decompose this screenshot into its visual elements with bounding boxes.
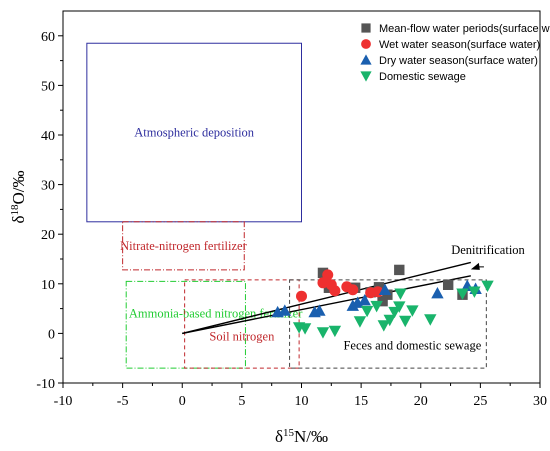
wet-water-season-surface-water-point-2	[317, 277, 329, 289]
region-feces-and-domestic-sewage	[289, 279, 487, 369]
dry-water-season-surface-water-point-7	[358, 293, 371, 306]
trend-line-1	[182, 261, 472, 335]
legend-label-mean-flow-water-periods-surface-water: Mean-flow water periods(surface water)	[379, 23, 550, 35]
denitrification-annotation: Denitrification	[451, 243, 526, 270]
x-tick-label: 20	[414, 394, 428, 409]
x-tick-label: -5	[117, 394, 129, 409]
mean-flow-water-periods-surface-water-point-9	[442, 279, 454, 290]
domestic-sewage-point-4	[328, 325, 342, 338]
arrow-head-icon	[470, 262, 480, 270]
legend-marker-wet-water-season-surface-water	[361, 39, 371, 49]
domestic-sewage-point-3	[316, 327, 330, 339]
dry-water-season-surface-water-point-2	[278, 304, 292, 316]
x-tick-label: 5	[238, 394, 245, 409]
y-axis-label: δ18O/‰	[9, 170, 28, 223]
legend-marker-mean-flow-water-periods-surface-water	[361, 23, 371, 33]
domestic-sewage-point-18	[481, 280, 494, 292]
domestic-sewage-point-14	[406, 305, 419, 317]
domestic-sewage-point-6	[360, 305, 374, 318]
x-tick-label: 25	[473, 394, 487, 409]
legend-marker-dry-water-season-surface-water	[360, 54, 372, 65]
y-tick-label: 60	[41, 30, 55, 45]
wet-water-season-surface-water-point-1	[296, 290, 307, 302]
region-label-soil-nitrogen: Soil nitrogen	[209, 329, 275, 343]
dry-water-season-surface-water-point-5	[346, 299, 359, 311]
domestic-sewage-point-5	[353, 316, 367, 328]
y-tick-label: -10	[36, 377, 55, 392]
domestic-sewage-point-8	[377, 320, 390, 332]
region-soil-nitrogen	[184, 279, 300, 369]
domestic-sewage-point-11	[393, 301, 406, 313]
wet-water-season-surface-water-point-5	[329, 285, 341, 297]
trend-lines	[182, 261, 472, 335]
domestic-sewage-point-16	[456, 288, 469, 300]
trend-line-2	[182, 275, 471, 335]
wet-water-season-surface-water-point-3	[322, 269, 334, 281]
dry-water-season-surface-water-point-8	[378, 283, 392, 295]
x-tick-label: 15	[354, 394, 368, 409]
domestic-sewage-point-15	[424, 314, 437, 326]
x-axis-label: δ15N/‰	[275, 427, 328, 446]
region-label-atmospheric-deposition: Atmospheric deposition	[134, 126, 255, 140]
data-points	[271, 264, 494, 339]
x-tick-label: 0	[179, 394, 186, 409]
domestic-sewage-point-2	[298, 323, 312, 335]
x-tick-label: -10	[54, 394, 73, 409]
x-axis-ticks: -10 -5 0 5 10 15 20 25 30	[54, 383, 547, 409]
region-nitrate-nitrogen-fertilizer	[122, 221, 245, 271]
domestic-sewage-point-17	[468, 286, 481, 298]
x-tick-label: 10	[295, 394, 309, 409]
source-regions: Atmospheric deposition Nitrate-nitrogen f…	[86, 42, 487, 369]
domestic-sewage-point-12	[394, 288, 407, 300]
mean-flow-water-periods-surface-water-point-8	[394, 264, 405, 276]
denitrification-label: Denitrification	[451, 243, 525, 257]
legend-marker-domestic-sewage	[360, 71, 372, 82]
region-label-nitrate-nitrogen-fertilizer: Nitrate-nitrogen fertilizer	[120, 239, 248, 253]
y-tick-label: 30	[41, 179, 55, 194]
domestic-sewage-point-9	[383, 314, 396, 327]
legend-label-domestic-sewage: Domestic sewage	[379, 71, 466, 83]
dry-water-season-surface-water-point-4	[313, 304, 326, 316]
x-tick-label: 30	[533, 394, 547, 409]
y-tick-label: 10	[41, 278, 55, 293]
y-tick-label: 40	[41, 129, 55, 144]
legend-label-dry-water-season-surface-water: Dry water season(surface water)	[379, 55, 538, 67]
y-tick-label: 20	[41, 228, 55, 243]
dry-water-season-surface-water-point-9	[431, 287, 444, 299]
region-label-ammonia-based-nitrogen-fertilizer: Ammonia-based nitrogen fertilizer	[129, 307, 303, 321]
region-label-feces-and-domestic-sewage: Feces and domestic sewage	[343, 338, 481, 352]
legend: Mean-flow water periods(surface water) We…	[360, 23, 550, 83]
domestic-sewage-point-7	[370, 300, 383, 313]
y-axis-ticks: -10 0 10 20 30 40 50 60	[36, 30, 63, 392]
y-tick-label: 50	[41, 79, 55, 94]
wet-water-season-surface-water-point-7	[347, 284, 359, 296]
domestic-sewage-point-13	[399, 315, 412, 328]
legend-label-wet-water-season-surface-water: Wet water season(surface water)	[379, 39, 540, 51]
y-tick-label: 0	[48, 327, 55, 342]
